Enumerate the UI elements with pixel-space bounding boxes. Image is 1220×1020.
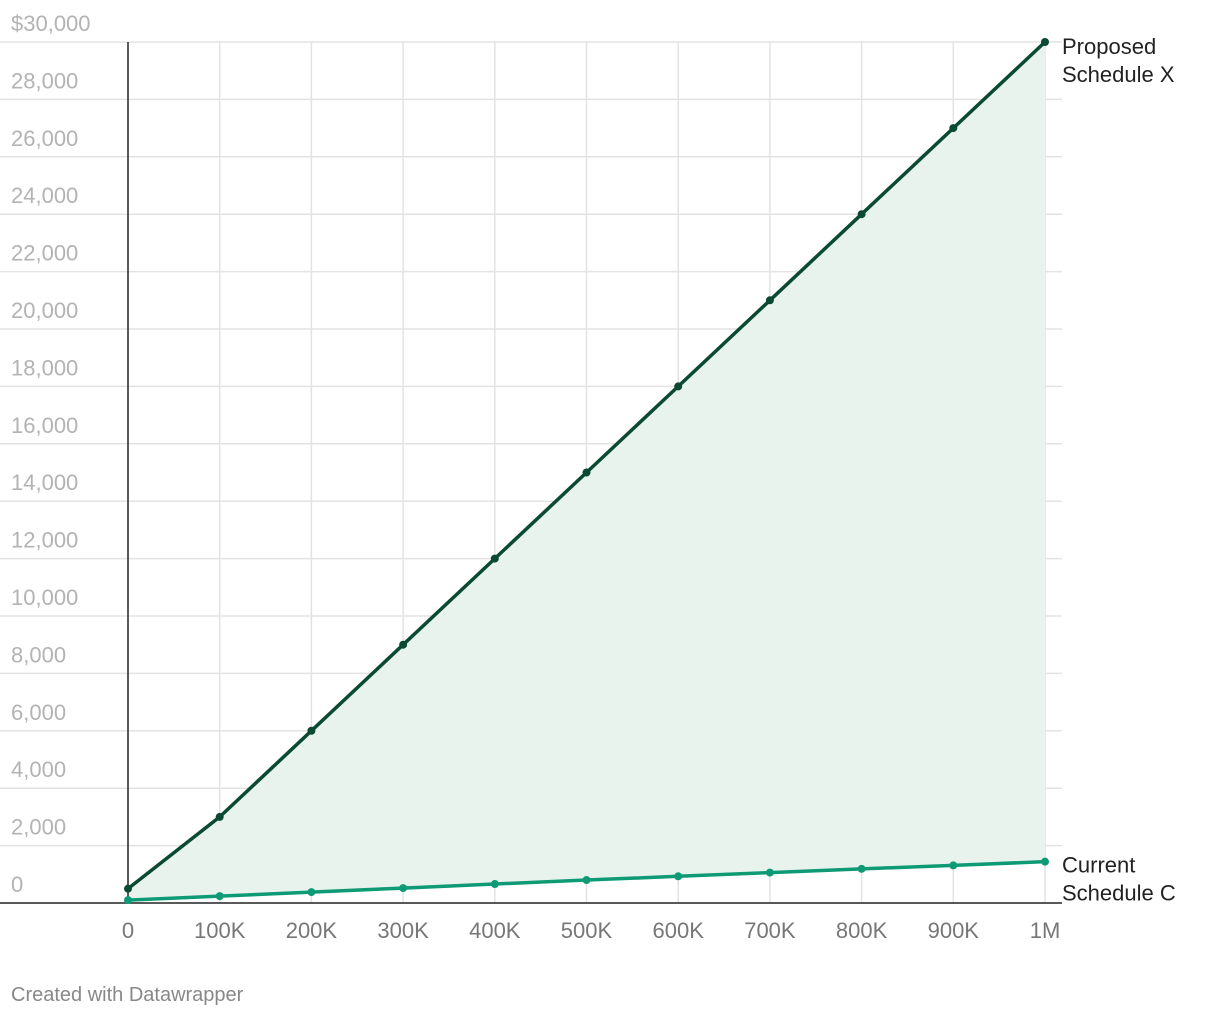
x-tick-label: 500K xyxy=(561,918,613,943)
data-point xyxy=(399,640,408,649)
y-tick-label: 12,000 xyxy=(11,528,78,553)
y-tick-label: 18,000 xyxy=(11,355,78,380)
y-tick-label: 14,000 xyxy=(11,470,78,495)
area-fill xyxy=(128,42,1045,901)
y-tick-label: 4,000 xyxy=(11,757,66,782)
data-point xyxy=(949,124,958,133)
series-labels: Proposed Schedule X Current Schedule C xyxy=(1062,34,1176,906)
y-tick-label: 10,000 xyxy=(11,585,78,610)
y-tick-label: $30,000 xyxy=(11,11,91,36)
data-point xyxy=(857,210,866,219)
x-tick-label: 300K xyxy=(377,918,429,943)
x-tick-label: 200K xyxy=(286,918,338,943)
data-point xyxy=(857,864,866,873)
y-tick-label: 26,000 xyxy=(11,126,78,151)
y-tick-label: 2,000 xyxy=(11,815,66,840)
footer-credit: Created with Datawrapper xyxy=(11,984,244,1006)
data-point xyxy=(1041,38,1049,46)
data-point xyxy=(674,872,683,881)
x-tick-label: 400K xyxy=(469,918,521,943)
x-axis-ticks: 0 100K 200K 300K 400K 500K 600K 700K 800K 900K 1M xyxy=(122,918,1060,943)
data-point xyxy=(124,896,132,905)
data-point xyxy=(490,554,499,563)
data-point xyxy=(215,892,224,901)
data-point xyxy=(674,382,683,391)
y-tick-label: 24,000 xyxy=(11,183,78,208)
series xyxy=(124,38,1049,905)
data-point xyxy=(765,868,774,877)
x-tick-label: 600K xyxy=(653,918,705,943)
x-tick-label: 100K xyxy=(194,918,246,943)
data-point xyxy=(124,884,132,893)
data-point xyxy=(399,884,408,893)
y-tick-label: 22,000 xyxy=(11,241,78,266)
y-tick-label: 16,000 xyxy=(11,413,78,438)
x-tick-label: 0 xyxy=(122,918,134,943)
area-between-series xyxy=(128,42,1045,901)
series-label: Proposed xyxy=(1062,34,1156,59)
data-point xyxy=(307,726,316,735)
y-tick-label: 0 xyxy=(11,872,23,897)
x-tick-label: 1M xyxy=(1030,918,1061,943)
data-point xyxy=(582,876,591,885)
y-axis-ticks: 0 2,000 4,000 6,000 8,000 10,000 12,000 14,000 1… xyxy=(11,11,91,897)
axes xyxy=(0,42,1062,904)
series-label: Schedule C xyxy=(1062,881,1176,906)
data-point xyxy=(490,880,499,889)
x-tick-label: 800K xyxy=(836,918,888,943)
y-tick-label: 8,000 xyxy=(11,642,66,667)
data-point xyxy=(1041,857,1049,866)
y-tick-label: 6,000 xyxy=(11,700,66,725)
y-tick-label: 20,000 xyxy=(11,298,78,323)
y-tick-label: 28,000 xyxy=(11,68,78,93)
series-label: Current xyxy=(1062,853,1135,878)
data-point xyxy=(215,812,224,821)
x-tick-label: 700K xyxy=(744,918,796,943)
x-tick-label: 900K xyxy=(928,918,980,943)
data-point xyxy=(582,468,591,477)
data-point xyxy=(949,861,958,870)
data-point xyxy=(765,296,774,305)
series-label: Schedule X xyxy=(1062,62,1175,87)
data-point xyxy=(307,888,316,897)
